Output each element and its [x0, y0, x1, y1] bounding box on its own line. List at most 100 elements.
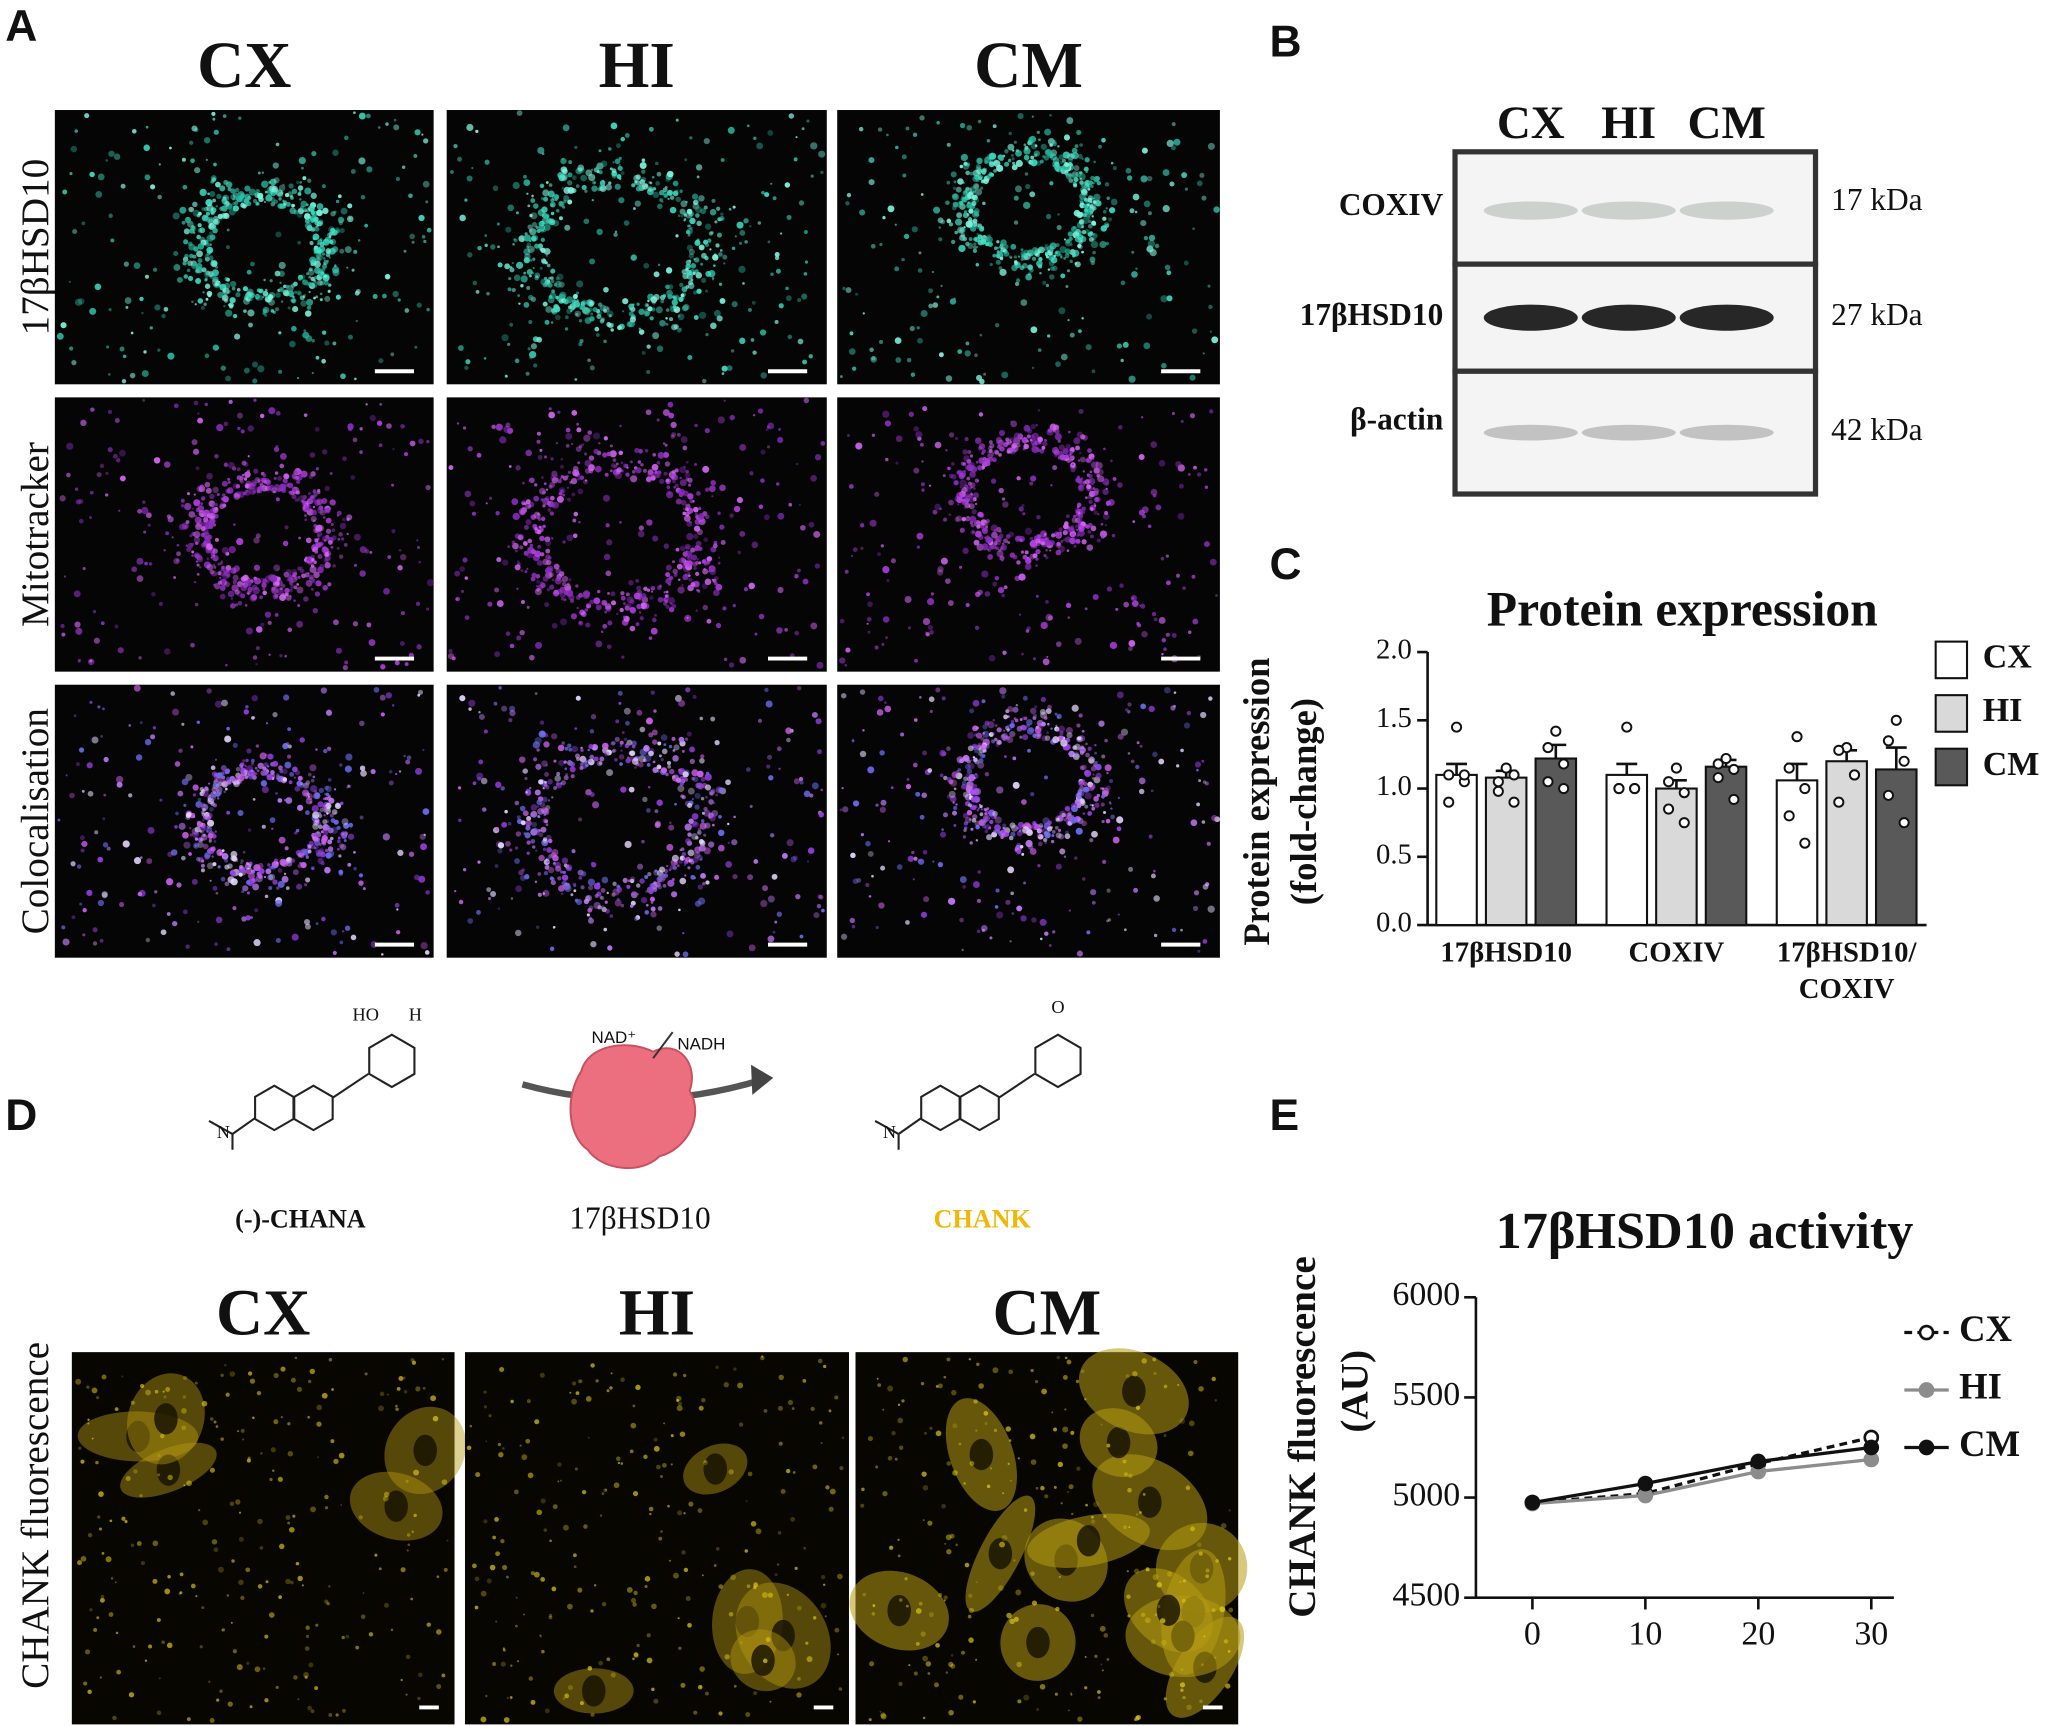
speckle	[570, 893, 574, 897]
speckle	[731, 301, 738, 308]
speckle	[971, 201, 977, 207]
speckle	[1046, 428, 1054, 436]
speckle	[215, 205, 218, 208]
speckle	[255, 202, 259, 206]
speckle	[533, 495, 540, 502]
speckle	[548, 183, 553, 187]
speckle	[320, 687, 327, 694]
speckle	[970, 485, 973, 489]
speckle	[196, 821, 203, 828]
speckle	[948, 513, 952, 516]
speckle	[466, 175, 473, 182]
speckle	[1024, 527, 1033, 535]
speckle	[651, 617, 657, 623]
speckle	[1189, 413, 1196, 419]
speckle	[631, 744, 636, 749]
speckle	[315, 524, 323, 532]
speckle	[1082, 217, 1090, 225]
speckle	[72, 228, 78, 235]
speckle	[525, 371, 530, 376]
speckle	[672, 560, 676, 564]
speckle	[962, 449, 968, 455]
speckle	[523, 524, 529, 530]
speckle	[279, 483, 287, 491]
speckle	[232, 205, 239, 212]
speckle	[662, 601, 668, 606]
speckle	[1043, 246, 1048, 251]
speckle	[1166, 139, 1174, 148]
speckle	[501, 334, 509, 342]
speckle	[573, 511, 579, 517]
speckle	[1187, 472, 1191, 476]
speckle	[543, 482, 547, 486]
speckle	[1071, 171, 1079, 179]
speckle	[715, 583, 723, 591]
speckle	[669, 195, 675, 200]
row-label: 17βHSD10	[14, 159, 57, 336]
speckle	[962, 163, 970, 170]
speckle	[868, 157, 875, 164]
speckle	[420, 843, 427, 851]
speckle	[1057, 145, 1060, 148]
speckle	[1003, 585, 1008, 590]
speckle	[622, 615, 627, 619]
speckle	[302, 495, 307, 500]
speckle	[1083, 207, 1089, 213]
speckle	[522, 541, 528, 546]
speckle	[650, 296, 658, 304]
speckle	[224, 276, 229, 282]
speckle	[601, 183, 604, 186]
speckle	[634, 447, 640, 453]
speckle	[635, 883, 641, 888]
speckle	[75, 499, 82, 505]
speckle	[359, 720, 365, 727]
speckle	[1111, 533, 1116, 538]
speckle	[338, 554, 344, 559]
speckle	[946, 218, 952, 224]
speckle	[213, 565, 217, 569]
speckle	[694, 804, 700, 810]
speckle	[304, 504, 312, 511]
speckle	[721, 372, 725, 375]
speckle	[169, 146, 172, 150]
speckle	[153, 457, 161, 464]
speckle	[286, 578, 290, 582]
speckle	[565, 444, 570, 448]
speckle	[902, 173, 907, 178]
speckle	[331, 528, 336, 532]
speckle	[806, 119, 810, 123]
speckle	[693, 525, 701, 532]
speckle	[767, 129, 774, 136]
speckle	[529, 350, 537, 359]
speckle	[654, 613, 657, 617]
speckle	[609, 469, 613, 473]
speckle	[1189, 374, 1196, 381]
speckle	[272, 490, 276, 494]
speckle	[1076, 228, 1081, 233]
speckle	[313, 492, 318, 497]
speckle	[874, 491, 880, 497]
speckle	[523, 257, 530, 264]
speckle	[222, 194, 230, 202]
speckle	[759, 329, 767, 336]
speckle	[676, 432, 681, 437]
speckle	[638, 448, 643, 454]
speckle	[309, 256, 317, 264]
speckle	[517, 294, 521, 297]
speckle	[215, 181, 221, 188]
speckle	[1077, 243, 1082, 249]
speckle	[554, 577, 562, 585]
speckle	[948, 499, 954, 506]
speckle	[1010, 153, 1014, 157]
speckle	[144, 274, 150, 279]
speckle	[516, 587, 519, 590]
speckle	[200, 520, 208, 528]
speckle	[335, 647, 342, 654]
speckle	[211, 555, 216, 560]
speckle	[774, 255, 780, 261]
speckle	[567, 172, 573, 178]
speckle	[509, 643, 515, 649]
speckle	[680, 200, 688, 208]
speckle	[859, 209, 866, 216]
speckle	[502, 559, 509, 566]
